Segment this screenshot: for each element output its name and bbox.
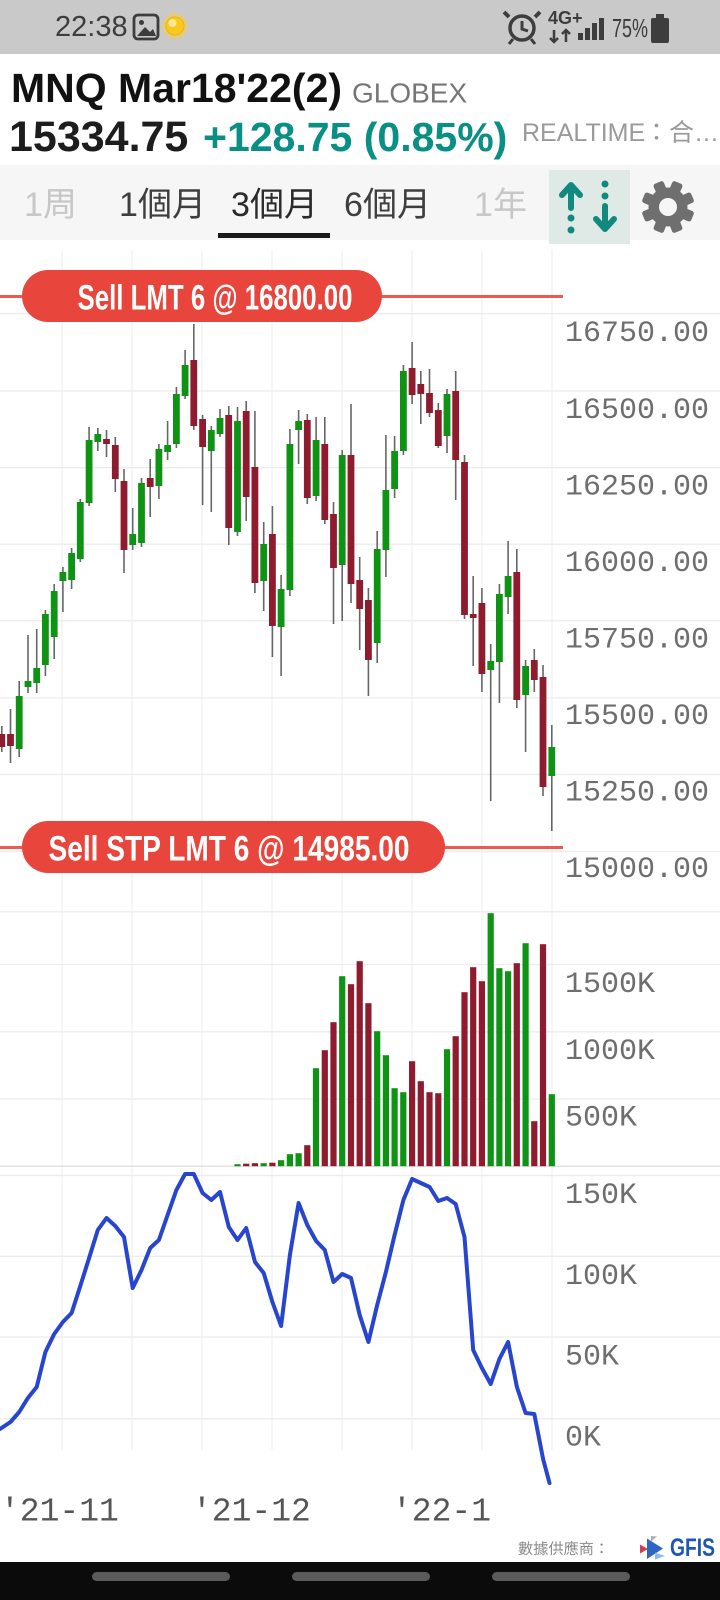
svg-text:16000.00: 16000.00	[565, 547, 709, 581]
svg-text:15750.00: 15750.00	[565, 624, 709, 658]
svg-text:3: 3	[231, 186, 250, 224]
svg-text:MNQ Mar18'22(2): MNQ Mar18'22(2)	[11, 65, 342, 111]
svg-text:150K: 150K	[565, 1179, 637, 1213]
svg-text:500K: 500K	[565, 1102, 637, 1136]
svg-text:'21-12: '21-12	[192, 1494, 311, 1531]
svg-text:15334.75: 15334.75	[9, 113, 188, 161]
svg-text:75%: 75%	[612, 13, 648, 43]
svg-text:REALTIME: REALTIME	[522, 119, 645, 147]
svg-text:16750.00: 16750.00	[565, 317, 709, 351]
svg-text:0K: 0K	[565, 1422, 601, 1456]
svg-text:15250.00: 15250.00	[565, 777, 709, 811]
svg-text:15000.00: 15000.00	[565, 853, 709, 887]
svg-text:16500.00: 16500.00	[565, 394, 709, 428]
svg-text:50K: 50K	[565, 1341, 619, 1375]
svg-text:100K: 100K	[565, 1260, 637, 1294]
svg-text:1500K: 1500K	[565, 968, 655, 1002]
svg-text:1: 1	[24, 186, 43, 224]
svg-text:4G+: 4G+	[548, 8, 583, 28]
svg-text:'21-11: '21-11	[0, 1494, 119, 1531]
svg-text:Sell STP LMT 6 @ 14985.00: Sell STP LMT 6 @ 14985.00	[49, 830, 410, 869]
svg-text:22:38: 22:38	[55, 11, 128, 43]
svg-text:1: 1	[119, 186, 138, 224]
svg-text:6: 6	[344, 186, 363, 224]
svg-text:15500.00: 15500.00	[565, 700, 709, 734]
svg-text:GFIS: GFIS	[670, 1534, 715, 1562]
svg-text:1: 1	[474, 186, 493, 224]
svg-text:Sell LMT 6 @ 16800.00: Sell LMT 6 @ 16800.00	[78, 279, 353, 318]
svg-text:GLOBEX: GLOBEX	[352, 78, 467, 109]
svg-text:…: …	[694, 119, 719, 147]
svg-text:16250.00: 16250.00	[565, 471, 709, 505]
svg-text:1000K: 1000K	[565, 1035, 655, 1069]
svg-text:'22-1: '22-1	[392, 1494, 491, 1531]
svg-text:+128.75 (0.85%): +128.75 (0.85%)	[203, 114, 507, 160]
